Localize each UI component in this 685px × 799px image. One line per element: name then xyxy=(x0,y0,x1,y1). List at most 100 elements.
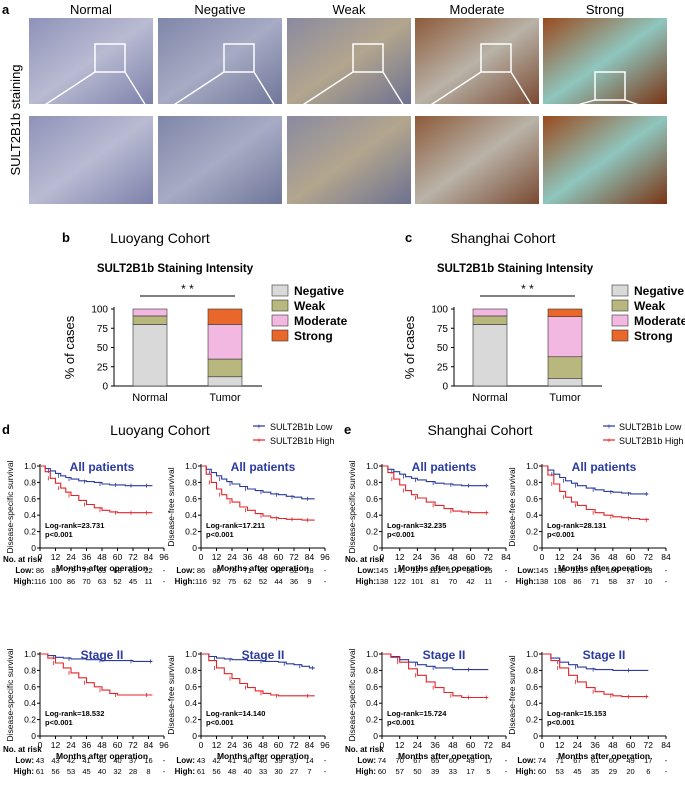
km-curve-low xyxy=(382,465,489,487)
risk-low-value: - xyxy=(665,756,668,765)
x-tick-label: 72 xyxy=(644,552,654,562)
column-label-1: Negative xyxy=(194,2,245,17)
y-tick-label: 0 xyxy=(192,543,197,553)
x-tick-label: 24 xyxy=(413,740,423,750)
x-tick-label: 72 xyxy=(289,552,299,562)
y-tick-label: 0.8 xyxy=(366,477,378,487)
x-tick-label: 36 xyxy=(430,552,440,562)
y-tick-label: 1.0 xyxy=(526,461,538,471)
zoom-box-4 xyxy=(594,71,626,101)
x-tick-label: 48 xyxy=(448,552,458,562)
risk-low-label: Low: xyxy=(176,566,195,575)
tissue-overview-2 xyxy=(287,18,411,104)
risk-high-value: 62 xyxy=(243,577,251,586)
legend-d-low-mark: + xyxy=(257,422,262,431)
zoom-guide-left-1 xyxy=(159,71,225,115)
x-axis-label: Months after operation xyxy=(56,563,148,573)
panel-c-cohort: Shanghai Cohort xyxy=(450,230,555,246)
panel-e-letter: e xyxy=(344,422,351,437)
y-tick-label: 0.2 xyxy=(366,715,378,725)
y-tick-label: 0.8 xyxy=(185,665,197,675)
km-subtitle: Stage II xyxy=(81,648,124,662)
y-tick-label: 0.4 xyxy=(526,698,538,708)
risk-low-label: Low: xyxy=(357,566,376,575)
x-tick-label: 60 xyxy=(466,740,476,750)
x-tick-label: 0 xyxy=(199,740,204,750)
x-axis-label: Months after operation xyxy=(217,563,309,573)
bar-segment-negative xyxy=(472,324,508,387)
y-tick-label: 50 xyxy=(97,343,109,354)
risk-high-value: 27 xyxy=(290,767,298,776)
y-axis-label: Disease-specific survival xyxy=(5,648,15,741)
risk-low-value: 86 xyxy=(36,566,44,575)
y-tick-label: 1.0 xyxy=(366,649,378,659)
risk-high-value: - xyxy=(505,577,508,586)
risk-low-value: 130 xyxy=(553,566,566,575)
risk-low-value: 63 xyxy=(129,566,137,575)
risk-low-value: 18 xyxy=(305,566,313,575)
risk-high-value: 60 xyxy=(378,767,386,776)
y-tick-label: 100 xyxy=(91,305,108,316)
p-value: p<0.001 xyxy=(387,530,415,539)
panel-c: c Shanghai Cohort SULT2B1b Staining Inte… xyxy=(402,230,685,404)
km-subtitle: All patients xyxy=(70,460,135,474)
tissue-overview-3 xyxy=(415,18,539,104)
risk-low-label: Low: xyxy=(15,566,34,575)
km-curve-low xyxy=(201,653,315,669)
bar-segment-weak xyxy=(472,315,508,325)
y-tick-label: 0.8 xyxy=(24,477,36,487)
x-tick-label: 0 xyxy=(380,552,385,562)
risk-high-value: 20 xyxy=(626,767,634,776)
x-tick-label: 24 xyxy=(573,552,583,562)
y-tick-label: 0.4 xyxy=(185,510,197,520)
risk-low-value: 60 xyxy=(609,756,617,765)
x-axis-label: Months after operation xyxy=(217,751,309,761)
risk-low-value: 68 xyxy=(113,566,121,575)
x-tick-label: 0 xyxy=(540,740,545,750)
y-tick-label: 0.6 xyxy=(526,682,538,692)
zoom-box-2 xyxy=(352,43,384,73)
risk-high-value: 122 xyxy=(393,577,406,586)
risk-low-value: 22 xyxy=(144,566,152,575)
risk-high-value: 60 xyxy=(538,767,546,776)
risk-low-value: 14 xyxy=(305,756,313,765)
risk-high-value: 53 xyxy=(556,767,564,776)
risk-header: No. at risk xyxy=(345,745,384,754)
x-tick-label: Normal xyxy=(132,392,167,404)
p-value: p<0.001 xyxy=(547,718,575,727)
risk-high-value: 32 xyxy=(113,767,121,776)
km-curve-high xyxy=(542,653,649,698)
legend-d-high-label: SULT2B1b High xyxy=(270,436,334,446)
risk-high-value: 17 xyxy=(466,767,474,776)
risk-low-value: 67 xyxy=(413,756,421,765)
risk-low-value: 41 xyxy=(228,756,236,765)
risk-low-value: 145 xyxy=(376,566,389,575)
risk-high-value: 63 xyxy=(98,577,106,586)
x-tick-label: 60 xyxy=(626,740,636,750)
risk-low-value: 23 xyxy=(644,566,652,575)
y-axis-label: Disease-free survival xyxy=(507,655,517,734)
risk-high-value: - xyxy=(505,767,508,776)
km-subtitle: Stage II xyxy=(423,648,466,662)
x-tick-label: 12 xyxy=(395,740,405,750)
risk-high-value: 37 xyxy=(626,577,634,586)
legend-label-strong: Strong xyxy=(294,329,333,343)
x-tick-label: Tumor xyxy=(549,392,581,404)
bar-segment-weak xyxy=(547,356,583,379)
x-tick-label: 96 xyxy=(159,740,169,750)
legend-swatch-negative xyxy=(271,284,289,297)
legend-swatch-weak xyxy=(271,299,289,312)
x-tick-label: 12 xyxy=(395,552,405,562)
risk-low-value: - xyxy=(505,566,508,575)
x-tick-label: 72 xyxy=(128,552,138,562)
risk-low-value: - xyxy=(665,566,668,575)
risk-low-value: 40 xyxy=(259,756,267,765)
risk-low-value: 58 xyxy=(274,566,282,575)
y-tick-label: 75 xyxy=(437,324,449,335)
risk-low-value: 37 xyxy=(290,756,298,765)
risk-low-value: 69 xyxy=(98,566,106,575)
bar-segment-weak xyxy=(207,358,243,378)
risk-high-value: 61 xyxy=(197,767,205,776)
x-tick-label: 72 xyxy=(484,740,494,750)
km-curve-high xyxy=(40,465,153,514)
